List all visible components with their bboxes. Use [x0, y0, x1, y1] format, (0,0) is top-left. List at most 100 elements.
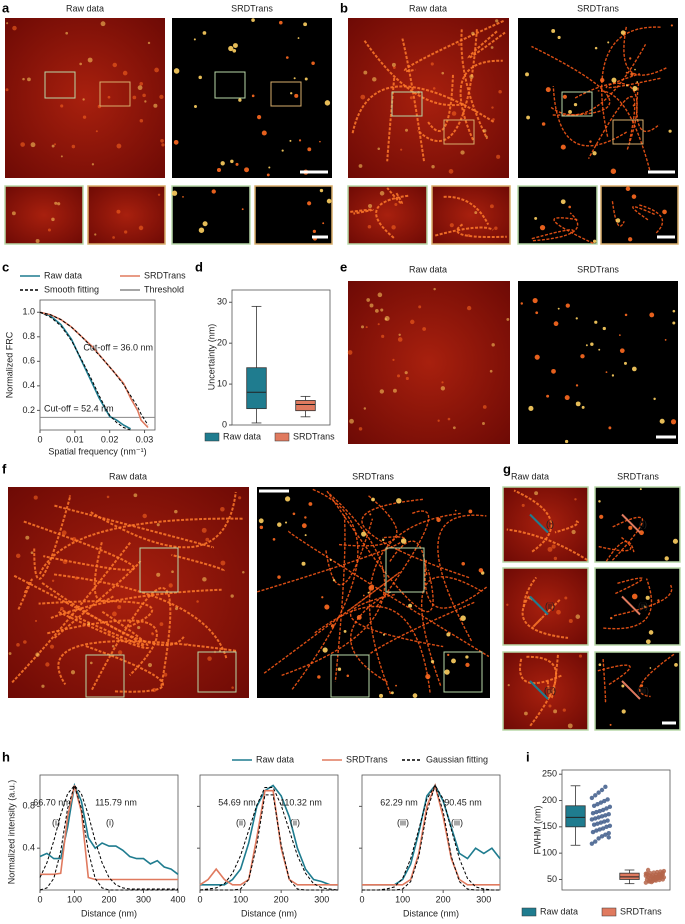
spot — [498, 90, 502, 94]
spot — [478, 568, 484, 573]
legend-label: SRDTrans — [346, 754, 388, 764]
y-axis-label: FWHM (nm) — [532, 806, 542, 855]
spot — [397, 374, 401, 378]
x-tick-label: 300 — [476, 894, 491, 904]
spot — [534, 216, 538, 220]
data-point — [602, 798, 607, 804]
spot — [575, 317, 578, 320]
spot — [51, 144, 55, 148]
spot — [139, 81, 144, 86]
spot — [349, 418, 354, 424]
plot-frame — [231, 289, 331, 426]
spot — [251, 94, 255, 98]
spot — [381, 334, 385, 338]
filament — [519, 658, 563, 685]
micrograph — [517, 185, 598, 245]
y-axis-label: Normalized intensity (a.u.) — [6, 780, 16, 885]
spot — [231, 686, 234, 689]
spot — [277, 575, 281, 579]
spot — [205, 537, 210, 542]
filament — [90, 491, 237, 549]
x-tick-label: 0 — [37, 894, 42, 904]
x-tick-label: 400 — [170, 894, 185, 904]
spot — [636, 81, 639, 83]
filament — [443, 195, 490, 226]
spot — [535, 311, 539, 315]
data-point — [595, 802, 600, 807]
spot — [560, 199, 566, 205]
data-point — [597, 827, 602, 832]
plot-frame — [199, 774, 339, 891]
legend-label: Raw data — [256, 754, 294, 764]
filament — [314, 605, 431, 695]
filament — [256, 536, 405, 593]
spot — [363, 407, 367, 410]
spot — [379, 191, 385, 196]
spot — [367, 591, 370, 594]
spot — [157, 193, 161, 196]
data-point — [603, 784, 608, 790]
micrograph — [431, 185, 511, 245]
x-tick-label: 0.02 — [101, 434, 119, 444]
spot — [625, 84, 629, 87]
spot — [257, 115, 262, 120]
micrograph — [594, 651, 681, 731]
spot — [343, 629, 347, 633]
roi-box — [391, 91, 423, 117]
filament — [437, 514, 487, 642]
spot — [534, 491, 539, 496]
spot — [506, 317, 510, 321]
image-title: Raw data — [511, 471, 549, 481]
y-tick-label: 10 — [217, 378, 227, 388]
spot — [631, 366, 637, 372]
micrograph — [594, 567, 681, 646]
filament — [531, 45, 611, 116]
spot — [321, 596, 324, 599]
spot — [431, 165, 435, 169]
spot — [301, 523, 307, 529]
legend-label: SRDTrans — [144, 270, 186, 280]
spot — [116, 143, 122, 149]
spot — [621, 684, 625, 688]
spot — [460, 615, 466, 621]
spot — [494, 226, 498, 230]
spot — [154, 67, 159, 73]
filament — [13, 574, 146, 647]
spot — [430, 660, 435, 664]
filament — [587, 95, 636, 160]
spot — [489, 204, 494, 209]
spot — [60, 104, 64, 108]
spot — [163, 672, 168, 677]
spot — [30, 142, 36, 148]
filament — [291, 488, 359, 690]
panel-label: a — [2, 0, 10, 15]
spot — [648, 630, 654, 635]
spot — [347, 350, 353, 355]
spot — [168, 583, 173, 588]
spot — [16, 643, 20, 647]
spot — [384, 316, 390, 322]
y-tick-label: 100 — [542, 848, 557, 858]
spot — [211, 189, 216, 194]
legend-label: Raw data — [540, 906, 578, 916]
spot — [405, 376, 409, 380]
spot — [564, 439, 569, 444]
filament — [90, 586, 172, 691]
annotation: Cut-off = 36.0 nm — [83, 342, 153, 352]
roi-label: (ii) — [638, 601, 648, 611]
spot — [548, 704, 552, 708]
spot — [49, 644, 55, 649]
micrograph — [518, 281, 678, 444]
panel-label: i — [526, 749, 530, 764]
box — [619, 872, 640, 880]
spot — [670, 419, 677, 425]
spot — [346, 674, 350, 678]
filament — [603, 578, 653, 630]
spot — [159, 94, 164, 100]
x-tick-label: 200 — [101, 894, 116, 904]
spot — [365, 326, 368, 329]
y-axis-label: Uncertainty (nm) — [206, 324, 216, 391]
filament — [23, 520, 136, 571]
spot — [196, 600, 199, 603]
spot — [27, 77, 31, 82]
